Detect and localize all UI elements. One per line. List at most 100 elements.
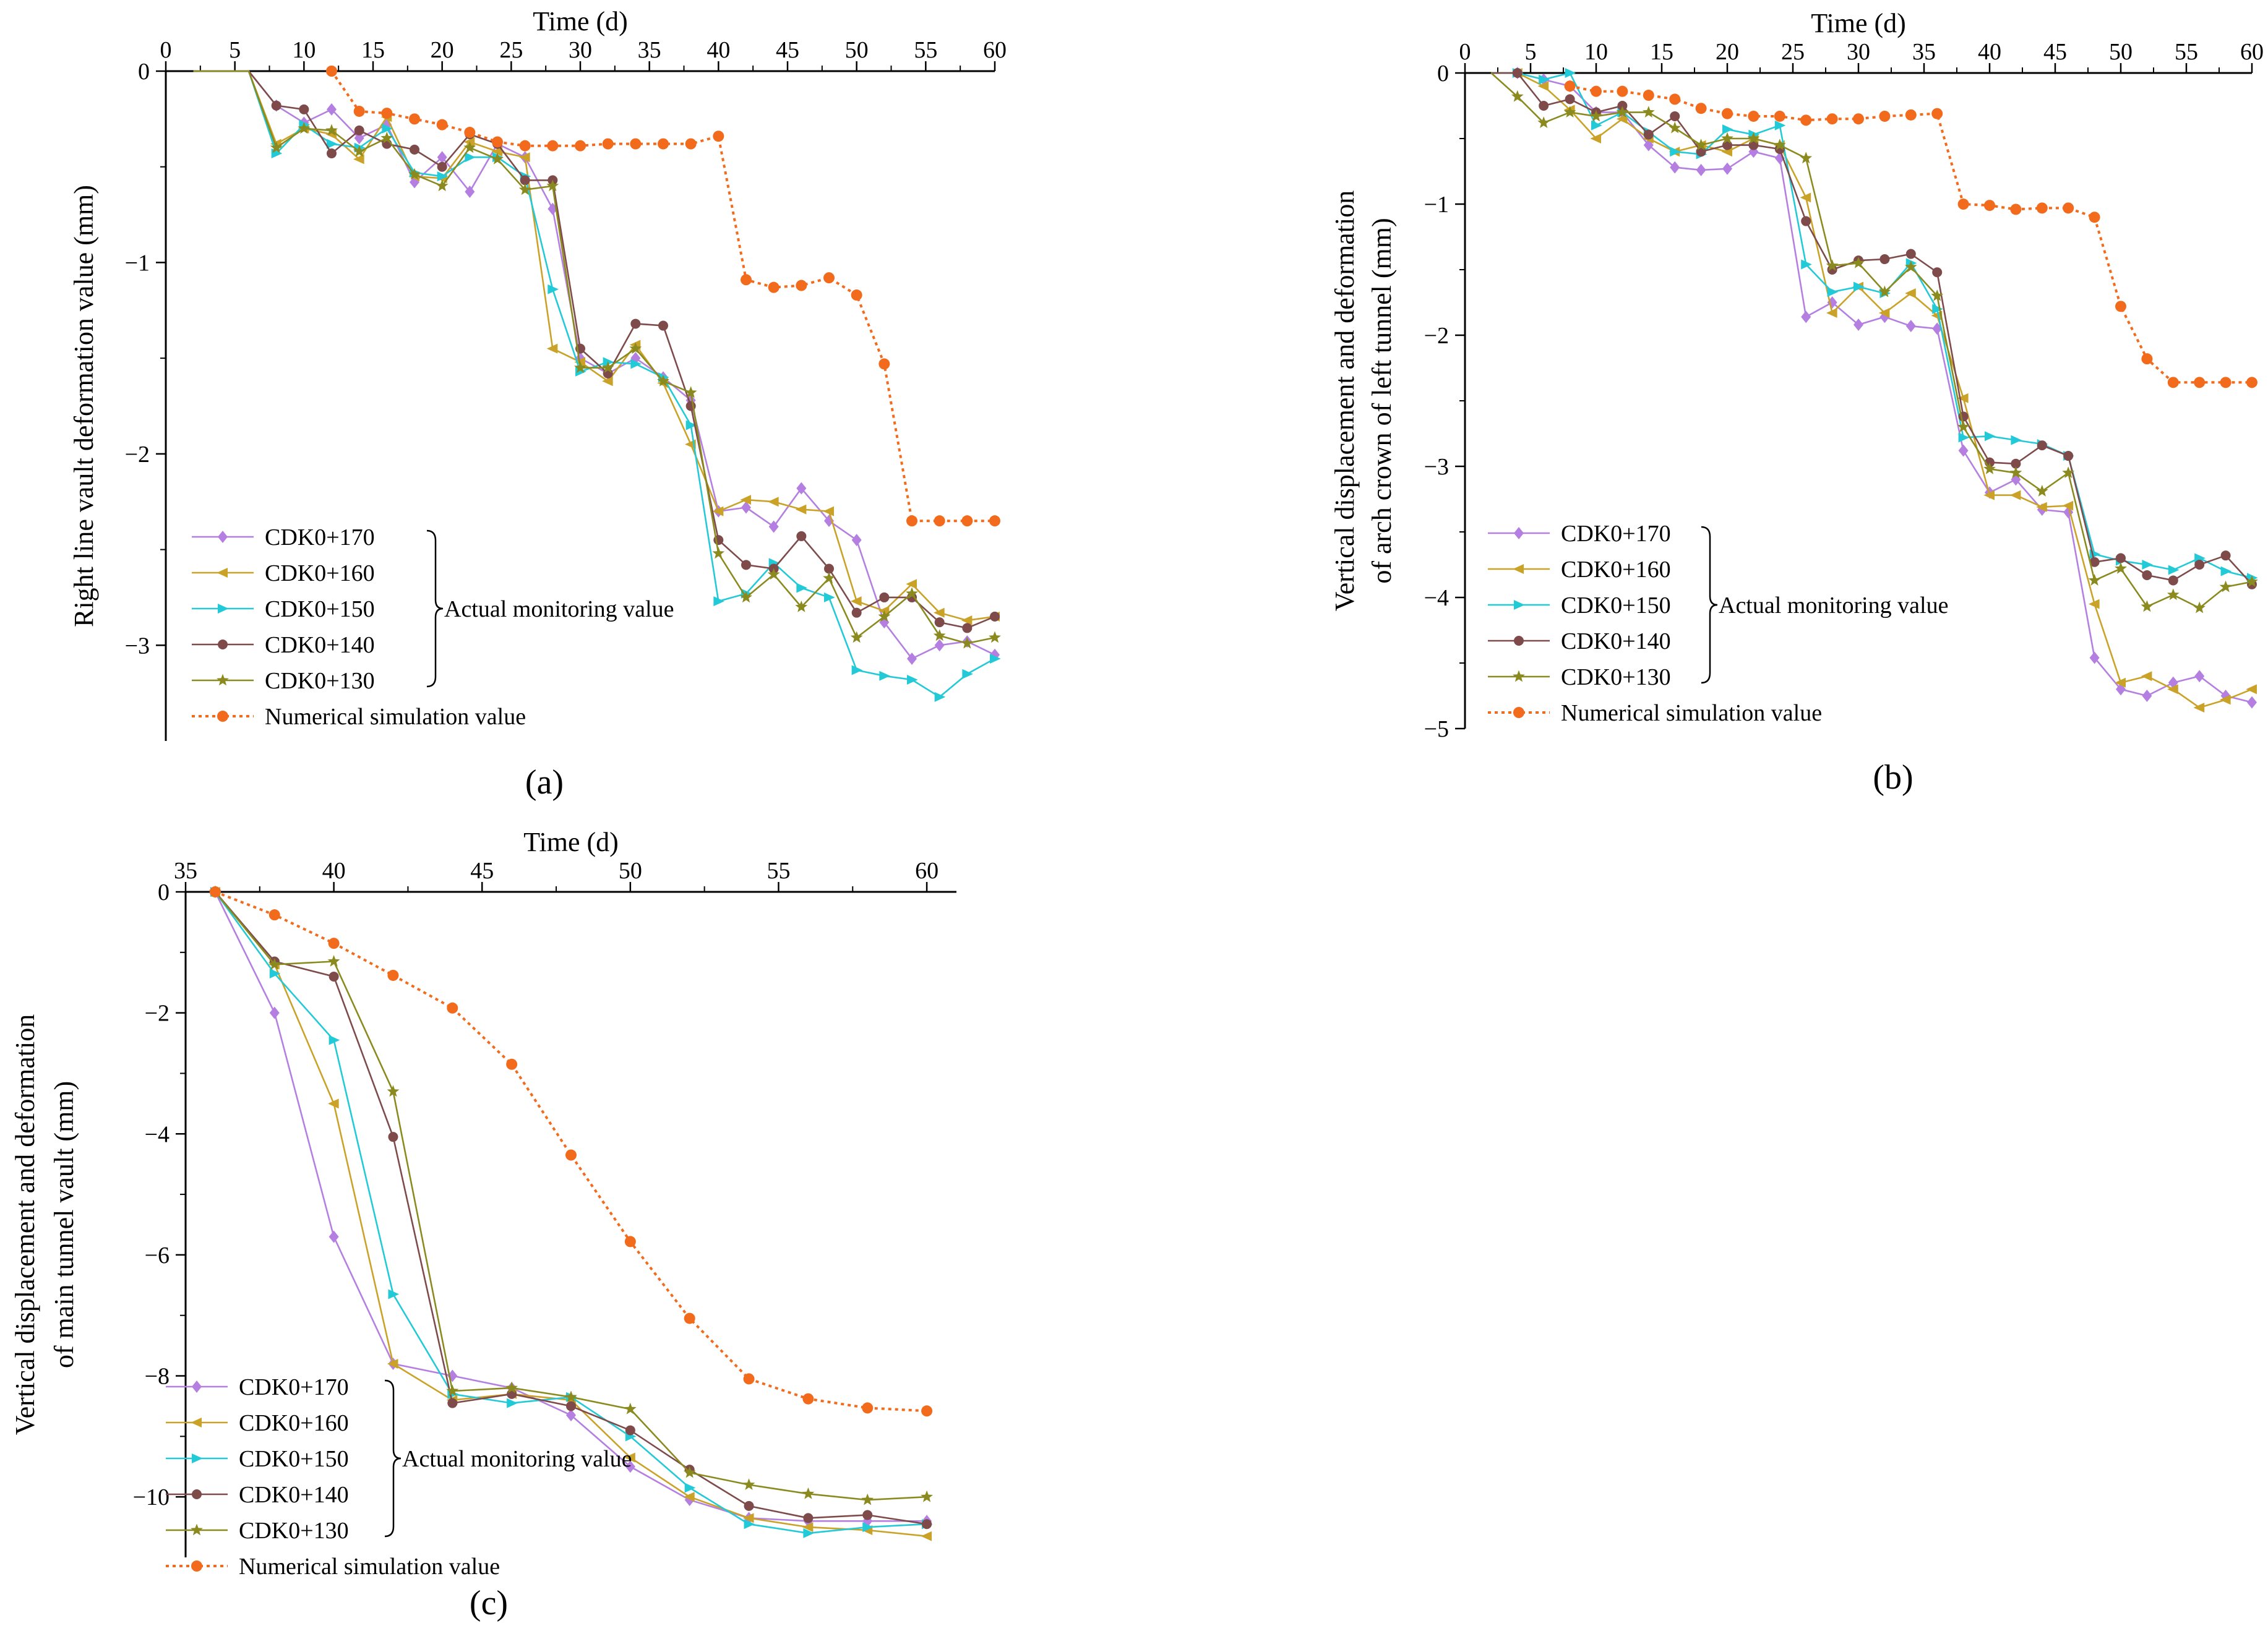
y-tick-label: −3 — [1424, 454, 1449, 480]
data-point — [2141, 671, 2152, 682]
data-point — [2115, 562, 2127, 574]
data-point — [1773, 139, 1786, 150]
data-point — [878, 610, 891, 622]
simulation-point — [1591, 85, 1602, 97]
data-point — [1958, 444, 1969, 457]
y-tick-label: −10 — [133, 1484, 170, 1510]
data-point — [961, 615, 973, 626]
data-point — [803, 1528, 814, 1538]
simulation-point — [1800, 114, 1812, 126]
simulation-point — [802, 1393, 814, 1405]
data-point — [1537, 116, 1550, 128]
data-point — [2141, 600, 2154, 612]
legend: CDK0+170 CDK0+160 CDK0+150 CDK0+140 CDK0+130… — [192, 524, 674, 730]
data-point — [741, 501, 751, 514]
data-point — [353, 154, 364, 165]
data-point — [1904, 260, 1917, 273]
simulation-point — [2167, 377, 2179, 388]
data-point — [1774, 120, 1786, 131]
x-tick-label: 15 — [361, 37, 385, 63]
simulation-point — [630, 138, 642, 150]
data-point — [712, 506, 724, 516]
simulation-point — [743, 1373, 755, 1385]
simulation-point — [1931, 108, 1943, 119]
data-point — [824, 563, 834, 574]
data-point — [684, 1492, 695, 1502]
legend-marker — [218, 531, 228, 543]
simulation-point — [2010, 203, 2022, 215]
data-point — [1905, 320, 1916, 333]
y-tick-label: −5 — [1424, 716, 1449, 742]
simulation-point — [436, 119, 448, 131]
data-point — [795, 601, 808, 612]
data-point — [1983, 462, 1996, 474]
x-axis-title: Time (d) — [523, 827, 619, 857]
data-point — [566, 1409, 576, 1422]
x-tick-label: 15 — [1650, 39, 1673, 65]
data-point — [268, 958, 281, 970]
data-point — [906, 579, 917, 589]
data-point — [851, 665, 863, 675]
x-axis-title: Time (d) — [533, 6, 628, 36]
data-point — [2167, 684, 2178, 695]
data-point — [2062, 500, 2074, 511]
legend-label: CDK0+150 — [265, 596, 375, 622]
data-point — [380, 131, 393, 143]
simulation-point — [2246, 377, 2257, 388]
data-point — [1853, 319, 1863, 332]
y-axis-title-line2: of main tunnel vault (mm) — [49, 1081, 79, 1368]
data-point — [387, 1085, 400, 1097]
x-tick-label: 25 — [499, 37, 523, 63]
data-point — [354, 125, 364, 135]
data-point — [2115, 677, 2126, 688]
data-point — [990, 653, 1001, 664]
data-point — [713, 596, 724, 607]
legend-marker — [192, 1489, 202, 1499]
data-point — [796, 482, 807, 495]
simulation-point — [1774, 110, 1785, 122]
legend-label: CDK0+170 — [239, 1374, 349, 1400]
data-point — [329, 971, 339, 982]
data-point — [548, 284, 559, 294]
data-point — [505, 1381, 518, 1393]
data-point — [2088, 574, 2101, 586]
x-tick-label: 25 — [1781, 39, 1805, 65]
data-point — [1722, 124, 1733, 135]
x-tick-label: 0 — [1459, 39, 1471, 65]
simulation-point — [2089, 212, 2100, 223]
data-point — [741, 560, 751, 570]
data-point — [518, 183, 531, 195]
x-tick-label: 30 — [1847, 39, 1870, 65]
y-axis-title: Right line vault deformation value (mm) — [69, 185, 99, 627]
simulation-point — [506, 1058, 518, 1070]
series-cdk0-170 — [1491, 67, 2257, 709]
simulation-point — [2220, 377, 2231, 388]
legend-marker — [218, 604, 229, 614]
data-point — [862, 1522, 874, 1533]
data-point — [437, 171, 449, 182]
legend-marker — [192, 1453, 203, 1463]
data-point — [447, 1398, 458, 1408]
series-line — [1491, 72, 2253, 579]
data-point — [270, 141, 283, 153]
simulation-point — [934, 515, 945, 527]
series-line — [214, 891, 927, 1538]
y-tick-label: −8 — [145, 1364, 170, 1390]
data-point — [907, 652, 917, 665]
data-point — [1695, 139, 1707, 150]
data-point — [327, 148, 337, 159]
simulation-point — [2141, 353, 2153, 365]
simulation-point — [1879, 110, 1891, 122]
data-point — [684, 386, 697, 398]
data-point — [2037, 440, 2047, 451]
legend-marker — [191, 1560, 202, 1572]
x-tick-label: 50 — [2109, 39, 2133, 65]
data-point — [1563, 106, 1576, 118]
simulation-point — [921, 1405, 933, 1417]
simulation-point — [2194, 377, 2206, 388]
series-cdk0-160 — [1491, 68, 2257, 713]
data-point — [1878, 285, 1891, 297]
legend-marker — [1513, 707, 1524, 718]
data-point — [1800, 192, 1811, 203]
data-point — [1721, 132, 1733, 144]
